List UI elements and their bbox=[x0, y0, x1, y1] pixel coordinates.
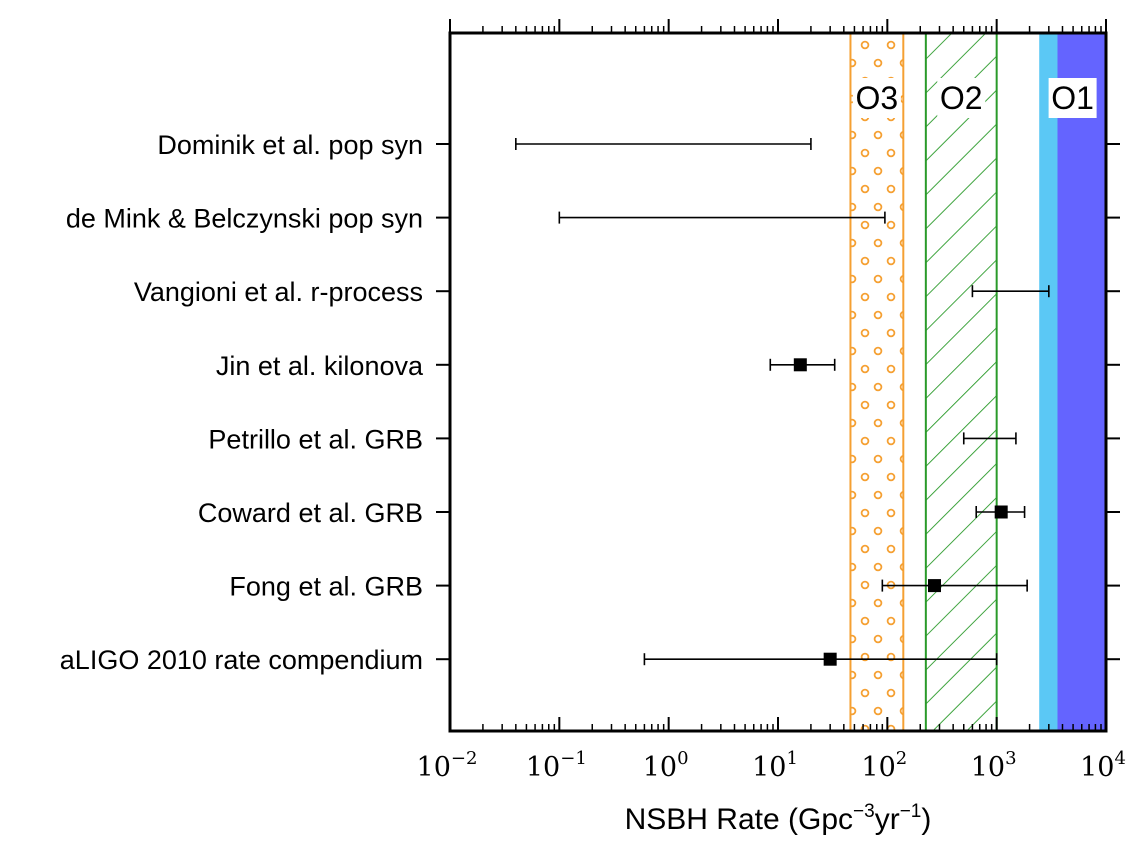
data-point-7 bbox=[823, 652, 837, 666]
band-label-bg-o2 bbox=[937, 78, 986, 118]
band-o1-light bbox=[1039, 33, 1058, 731]
data-point-6 bbox=[927, 579, 941, 593]
x-tick-label-2: 100 bbox=[643, 748, 689, 783]
axes-frame bbox=[436, 19, 1120, 733]
band-label-o2: O2 bbox=[940, 80, 983, 116]
x-tick-label-1: 10−1 bbox=[526, 748, 587, 783]
labels-layer: O3 O2 O1 Dominik et al. pop syn de Mink & Be… bbox=[60, 78, 1126, 836]
category-label-3: Jin et al. kilonova bbox=[216, 351, 424, 381]
plot-frame bbox=[448, 31, 1108, 733]
bands-layer bbox=[849, 33, 1106, 731]
category-label-4: Petrillo et al. GRB bbox=[208, 424, 423, 454]
band-label-o3: O3 bbox=[856, 80, 899, 116]
band-o2-fill bbox=[925, 33, 997, 731]
band-label-o1: O1 bbox=[1051, 80, 1094, 116]
category-label-5: Coward et al. GRB bbox=[198, 498, 423, 528]
data-point-5 bbox=[994, 505, 1008, 519]
x-tick-label-6: 104 bbox=[1080, 748, 1126, 783]
x-tick-label-3: 101 bbox=[752, 748, 798, 783]
category-label-6: Fong et al. GRB bbox=[229, 572, 423, 602]
x-tick-label-4: 102 bbox=[861, 748, 907, 783]
error-bars-layer bbox=[515, 138, 1050, 666]
band-label-bg-o1 bbox=[1048, 78, 1097, 118]
band-label-bg-o3 bbox=[852, 78, 901, 118]
data-point-3 bbox=[793, 358, 807, 372]
x-axis-title: NSBH Rate (Gpc−3yr−1) bbox=[625, 801, 932, 836]
category-label-1: de Mink & Belczynski pop syn bbox=[66, 204, 423, 234]
band-o3-fill bbox=[850, 33, 904, 731]
category-label-2: Vangioni et al. r-process bbox=[134, 277, 423, 307]
x-tick-label-5: 103 bbox=[971, 748, 1017, 783]
category-label-0: Dominik et al. pop syn bbox=[157, 130, 423, 160]
band-o1-dark bbox=[1057, 33, 1106, 731]
category-label-7: aLIGO 2010 rate compendium bbox=[60, 645, 423, 675]
x-tick-label-0: 10−2 bbox=[417, 748, 478, 783]
